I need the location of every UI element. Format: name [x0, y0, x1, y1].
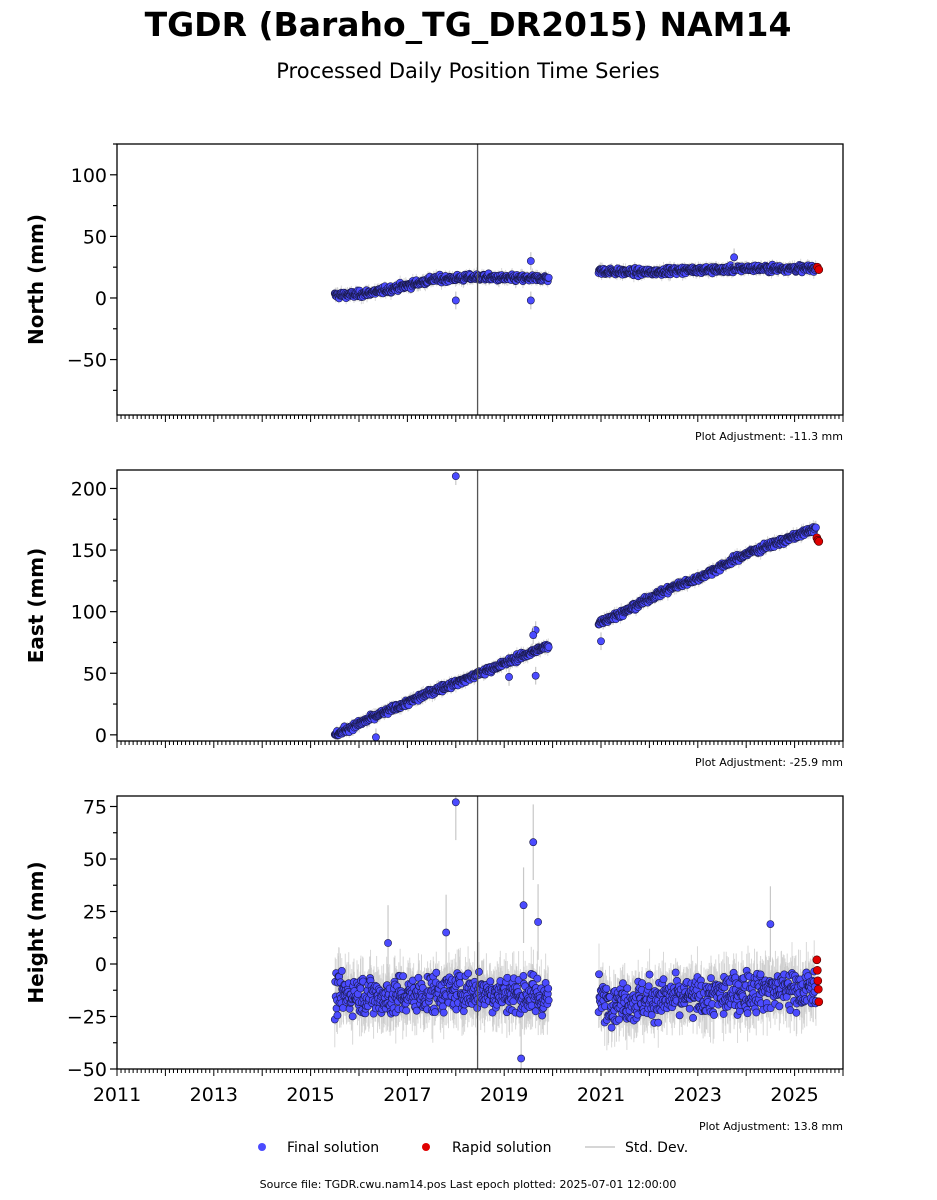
panel-east: 200 150 100 50 0 East (mm) Plot Adjustment: -2… — [24, 469, 844, 769]
outlier-point — [526, 296, 535, 305]
outlier-point — [505, 673, 513, 681]
x-axis-north — [116, 415, 844, 422]
final-points-east — [330, 470, 820, 742]
outlier-point — [451, 472, 460, 481]
y-axis-label-east: East (mm) — [24, 548, 48, 664]
y-tick-label: 100 — [71, 165, 107, 187]
y-tick-label: 50 — [83, 663, 107, 685]
outlier-point — [529, 631, 538, 639]
outlier-point — [372, 733, 380, 742]
y-axis-label-north: North (mm) — [24, 214, 48, 345]
y-tick-label: 200 — [71, 478, 107, 500]
y-axis-north: 100 50 0 −50 — [67, 143, 117, 391]
outlier-point — [451, 296, 460, 305]
rapid-point — [814, 265, 824, 274]
chart-subtitle: Processed Daily Position Time Series — [276, 59, 660, 83]
rapid-point — [814, 537, 824, 546]
y-tick-label: 50 — [83, 226, 107, 248]
x-axis-east — [116, 741, 844, 748]
outlier-point — [597, 637, 605, 646]
axes-frame-east — [116, 469, 844, 742]
plot-adjustment-east: Plot Adjustment: -25.9 mm — [695, 756, 843, 769]
final-point — [812, 523, 820, 532]
y-tick-label: 0 — [95, 288, 107, 310]
final-point — [544, 273, 553, 282]
outlier-point — [730, 253, 738, 262]
y-tick-label: 100 — [71, 602, 107, 624]
chart-title: TGDR (Baraho_TG_DR2015) NAM14 — [145, 5, 792, 44]
plot-panels: 100 50 0 −50 North (mm) Plot Adjustment: -11.… — [24, 143, 844, 1133]
panel-north: 100 50 0 −50 North (mm) Plot Adjustment: -11.… — [24, 143, 844, 443]
rapid-points-east — [812, 533, 824, 546]
y-tick-label: 0 — [95, 725, 107, 747]
final-points-north — [330, 248, 820, 310]
y-tick-label: −50 — [67, 350, 107, 372]
outlier-point — [526, 257, 535, 265]
y-tick-label: 150 — [71, 540, 107, 562]
outlier-point — [531, 671, 540, 680]
y-axis-east: 200 150 100 50 0 — [71, 478, 117, 747]
final-point — [544, 643, 553, 651]
rapid-points-north — [813, 262, 824, 274]
plot-adjustment-north: Plot Adjustment: -11.3 mm — [695, 430, 843, 443]
